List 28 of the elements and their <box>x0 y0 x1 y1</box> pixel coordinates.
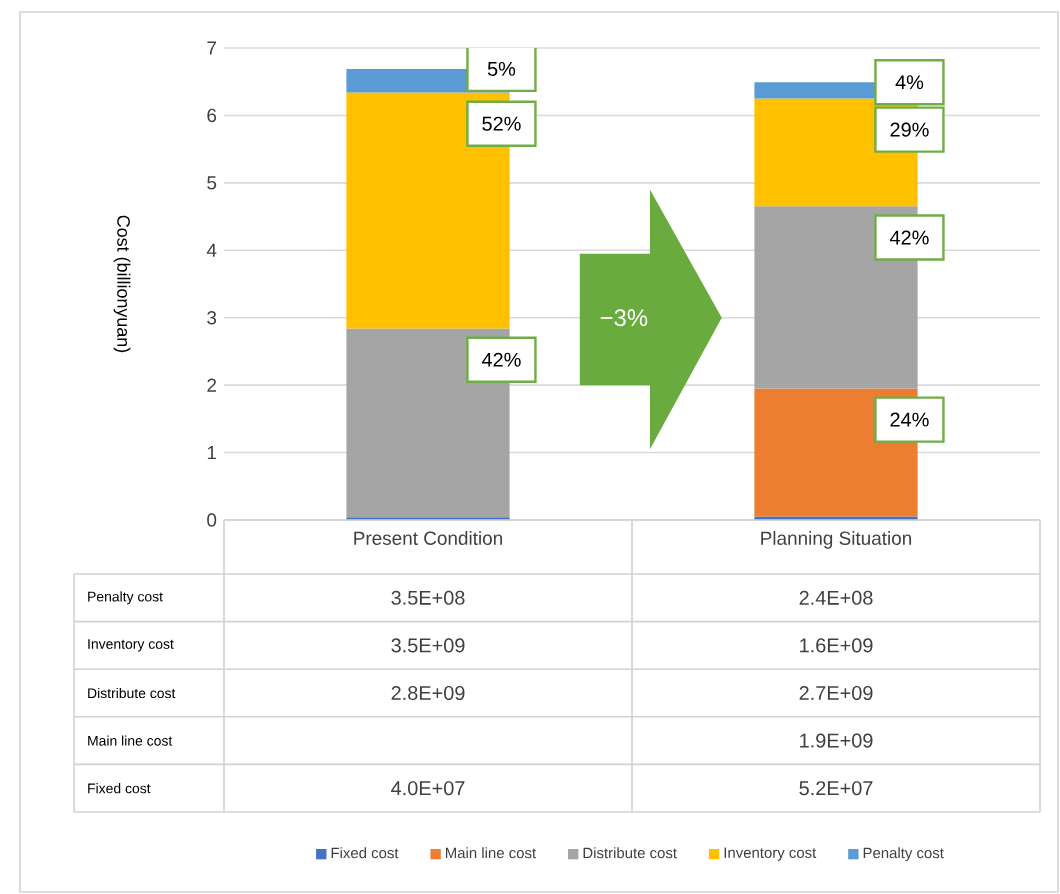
text: 3.5E+09 <box>391 638 465 653</box>
y-tick-label: 5 <box>207 176 217 190</box>
y-tick-label: 0 <box>207 513 217 527</box>
text: 3.5E+08 <box>391 590 465 605</box>
text: 2.4E+08 <box>799 590 873 605</box>
text: 2.7E+09 <box>799 685 873 701</box>
y-tick-label: 4 <box>206 243 217 257</box>
annotation: −3% <box>600 309 648 327</box>
y-tick-label: 6 <box>207 108 217 123</box>
y-tick-label: 1 <box>207 446 217 460</box>
annotation: 5% <box>487 61 516 76</box>
y-tick-label: 3 <box>207 311 217 325</box>
text: 1.9E+09 <box>800 733 873 748</box>
annotation: 52% <box>482 116 521 131</box>
text: 5.2E+07 <box>799 781 873 796</box>
x-tick-label: Present Condition <box>354 531 502 545</box>
annotation: 42% <box>889 230 929 245</box>
x-tick-label: Planning Situation <box>761 531 912 549</box>
text: 2.8E+09 <box>391 685 465 701</box>
annotation: 42% <box>481 352 521 367</box>
annotation: 24% <box>890 412 929 427</box>
text: 1.6E+09 <box>800 638 873 653</box>
annotation: 4% <box>895 75 924 90</box>
y-tick-label: 7 <box>207 41 217 55</box>
text: 4.0E+07 <box>391 781 465 796</box>
annotation: 29% <box>890 122 929 137</box>
y-axis-title: Cost (billionyuan) <box>113 215 131 353</box>
y-tick-label: 2 <box>207 378 217 392</box>
